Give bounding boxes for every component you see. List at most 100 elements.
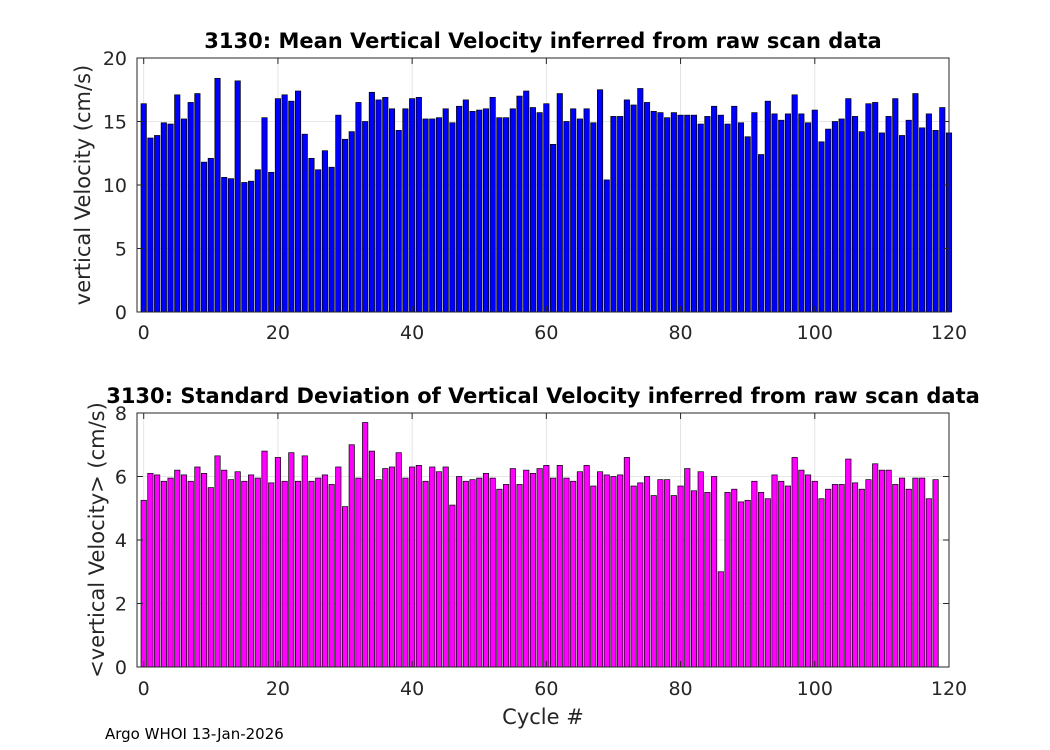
bar: [784, 113, 791, 313]
bar: [160, 480, 167, 668]
y-axis-label: <vertical Velocity> (cm/s): [85, 402, 109, 678]
bar: [241, 182, 248, 313]
bar: [563, 477, 570, 668]
bar: [737, 122, 745, 313]
bar: [731, 488, 738, 668]
mean-velocity-chart: 0 20 40 60 80 100 120 0 5 10 15 20 3130: Mean Vertic…: [71, 29, 967, 344]
bar: [221, 469, 228, 668]
bar: [912, 93, 919, 313]
bar: [248, 180, 255, 313]
bar: [811, 109, 818, 313]
bar: [328, 484, 335, 668]
bar: [818, 498, 825, 668]
bar: [456, 105, 463, 313]
y-tick-label: 20: [103, 48, 127, 70]
bar: [919, 127, 926, 313]
bar: [543, 465, 550, 668]
bar: [201, 161, 208, 313]
bar: [677, 485, 684, 668]
bar: [925, 498, 932, 668]
bar: [368, 91, 375, 313]
bar: [771, 474, 778, 668]
bar: [435, 117, 443, 313]
bar: [415, 465, 422, 668]
bar: [248, 474, 255, 668]
bar: [912, 477, 919, 668]
bar: [375, 479, 382, 668]
bar: [516, 484, 523, 668]
x-tick-label: 80: [668, 322, 692, 344]
bar: [597, 89, 604, 313]
y-tick-label: 15: [103, 112, 127, 134]
bar: [523, 90, 530, 313]
bar: [563, 121, 570, 313]
bar: [221, 177, 228, 313]
bar: [892, 98, 899, 313]
bar: [288, 100, 295, 313]
bar: [603, 474, 610, 668]
bar: [154, 474, 161, 668]
bar: [878, 469, 885, 668]
bar: [207, 487, 214, 668]
bar: [180, 118, 188, 313]
bar: [556, 465, 563, 668]
bar: [865, 479, 872, 668]
x-tick-label: 120: [931, 678, 967, 700]
bar: [201, 472, 208, 668]
bar: [623, 99, 630, 313]
bar: [744, 136, 751, 313]
bar: [489, 97, 496, 313]
bar: [590, 122, 597, 313]
bar: [388, 466, 396, 668]
x-tick-label: 100: [797, 678, 833, 700]
x-tick-label: 100: [797, 322, 833, 344]
bar: [167, 123, 174, 313]
bar: [342, 506, 349, 668]
y-tick-label: 0: [115, 302, 127, 324]
bar: [402, 477, 409, 668]
bar: [288, 452, 295, 668]
y-tick-label: 10: [103, 175, 127, 197]
bar: [630, 104, 637, 313]
bar: [543, 103, 550, 313]
bar: [469, 110, 476, 313]
bar: [778, 480, 785, 668]
bar: [476, 477, 483, 668]
bar: [898, 135, 906, 313]
bar: [402, 108, 409, 313]
bar: [751, 112, 758, 313]
bar: [711, 105, 718, 313]
bar: [335, 114, 342, 313]
bar: [469, 479, 476, 668]
bar: [348, 131, 355, 313]
bar: [442, 108, 449, 313]
bar: [536, 112, 543, 313]
y-axis-label: vertical Velocity (cm/s): [71, 65, 95, 305]
bar: [617, 116, 624, 313]
bar: [194, 466, 201, 668]
bar: [388, 108, 396, 313]
bar: [214, 455, 221, 668]
bar: [187, 102, 194, 313]
y-tick-label: 4: [115, 530, 127, 552]
y-tick-label: 2: [115, 594, 127, 616]
bar: [623, 457, 630, 668]
x-tick-label: 40: [400, 322, 424, 344]
bar: [791, 457, 798, 668]
bar: [241, 480, 248, 668]
x-tick-label: 0: [138, 322, 150, 344]
bar: [496, 117, 503, 313]
bar: [831, 484, 838, 668]
bar: [818, 141, 825, 313]
bar: [798, 469, 805, 668]
bar: [147, 137, 154, 313]
bar: [295, 480, 302, 668]
bar: [670, 112, 677, 313]
bar: [234, 471, 241, 668]
bar: [892, 484, 899, 668]
y-tick-label: 8: [115, 403, 127, 425]
bar: [523, 469, 530, 668]
bar: [254, 477, 261, 668]
bar: [456, 476, 463, 668]
